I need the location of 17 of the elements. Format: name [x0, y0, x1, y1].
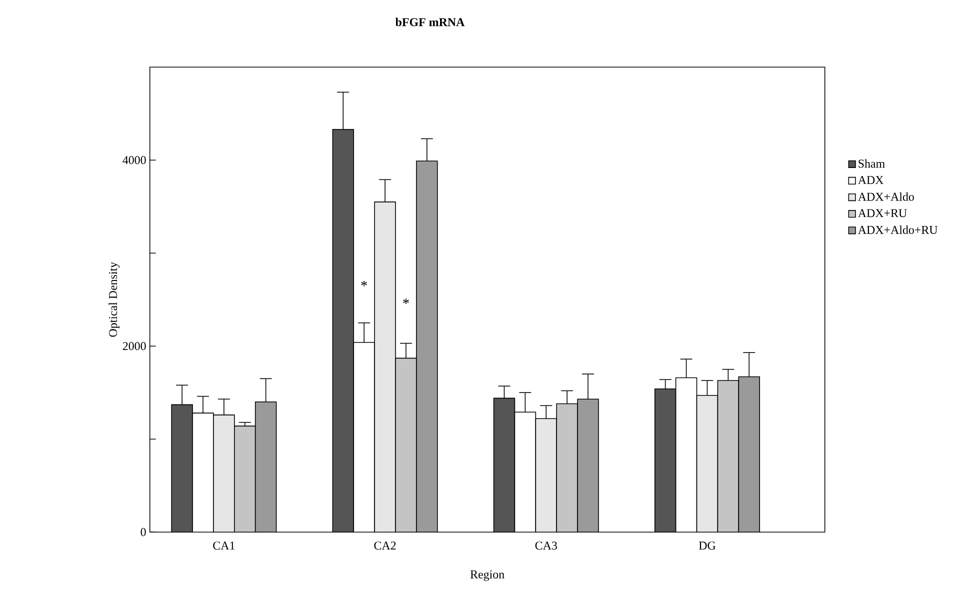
x-axis-title: Region: [470, 570, 504, 581]
legend-label: ADX+Aldo: [858, 192, 914, 201]
annotation: *: [361, 280, 367, 286]
y-tick-label: 4000: [122, 156, 146, 164]
chart-title: bFGF mRNA: [395, 18, 465, 26]
y-tick-label: 0: [140, 528, 146, 536]
y-tick-label: 2000: [122, 342, 146, 350]
y-axis-title: Optical Density: [108, 262, 120, 337]
legend-label: ADX+Aldo+RU: [858, 226, 938, 234]
x-tick-label: CA1: [213, 542, 235, 550]
x-tick-label: CA2: [374, 542, 396, 550]
legend-label: ADX: [858, 176, 884, 184]
x-tick-label: DG: [698, 542, 716, 550]
legend-label: Sham: [858, 159, 885, 168]
legend-label: ADX+RU: [858, 209, 907, 218]
annotation: *: [403, 298, 409, 304]
x-tick-label: CA3: [535, 542, 557, 550]
